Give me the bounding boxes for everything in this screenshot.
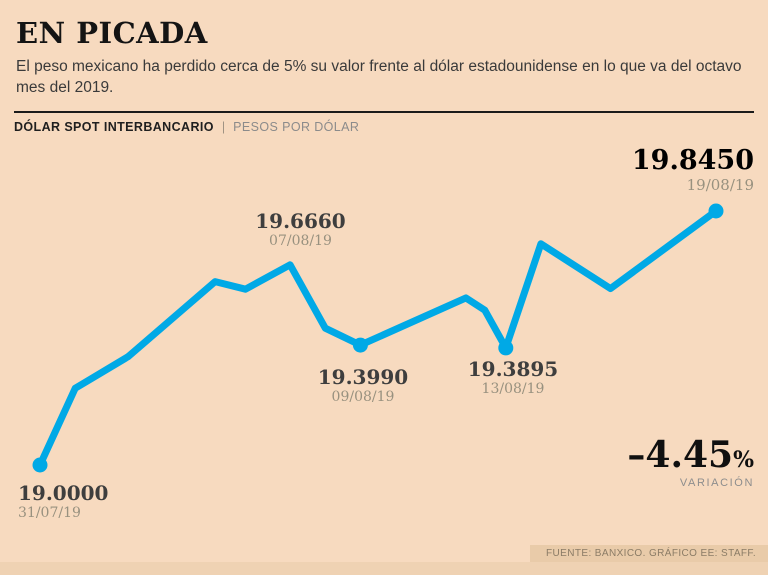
point-date: 07/08/19 bbox=[269, 233, 332, 249]
percent-sign: % bbox=[733, 447, 754, 473]
point-date: 19/08/19 bbox=[686, 175, 754, 194]
point-date: 13/08/19 bbox=[481, 381, 545, 397]
point-value: 19.6660 bbox=[255, 209, 346, 233]
page-title: EN PICADA bbox=[16, 16, 208, 50]
series-label: DÓLAR SPOT INTERBANCARIO bbox=[14, 119, 214, 134]
subtitle: El peso mexicano ha perdido cerca de 5% … bbox=[16, 58, 742, 96]
units-label: PESOS POR DÓLAR bbox=[233, 119, 360, 134]
point-label-dip2: 19.3895 13/08/19 bbox=[443, 358, 583, 398]
data-point-marker bbox=[498, 340, 514, 356]
data-point-marker bbox=[32, 457, 48, 473]
point-value: 19.8450 bbox=[631, 145, 754, 176]
point-value: 19.3895 bbox=[467, 357, 559, 381]
point-label-start: 19.0000 31/07/19 bbox=[18, 482, 108, 522]
point-date: 31/07/19 bbox=[18, 505, 81, 521]
price-line bbox=[36, 207, 720, 469]
point-label-dip1: 19.3990 09/08/19 bbox=[293, 366, 433, 406]
point-value: 19.3990 bbox=[317, 365, 409, 389]
divider-rule bbox=[14, 110, 754, 113]
point-value: 19.0000 bbox=[18, 481, 109, 505]
data-point-marker bbox=[708, 203, 724, 219]
variation-label: VARIACIÓN bbox=[679, 476, 754, 489]
source-credit: FUENTE: BANXICO. GRÁFICO EE: STAFF. bbox=[530, 545, 768, 562]
point-label-peak: 19.6660 07/08/19 bbox=[228, 210, 373, 250]
point-label-end: 19.8450 19/08/19 bbox=[632, 146, 754, 195]
bottom-strip bbox=[0, 562, 768, 575]
label-separator: | bbox=[221, 119, 226, 134]
variation-annotation: –4.45% VARIACIÓN bbox=[627, 434, 754, 489]
chart-header: DÓLAR SPOT INTERBANCARIO | PESOS POR DÓL… bbox=[14, 120, 754, 134]
variation-value: –4.45% bbox=[627, 434, 754, 476]
point-date: 09/08/19 bbox=[331, 389, 395, 405]
data-point-marker bbox=[352, 337, 368, 353]
